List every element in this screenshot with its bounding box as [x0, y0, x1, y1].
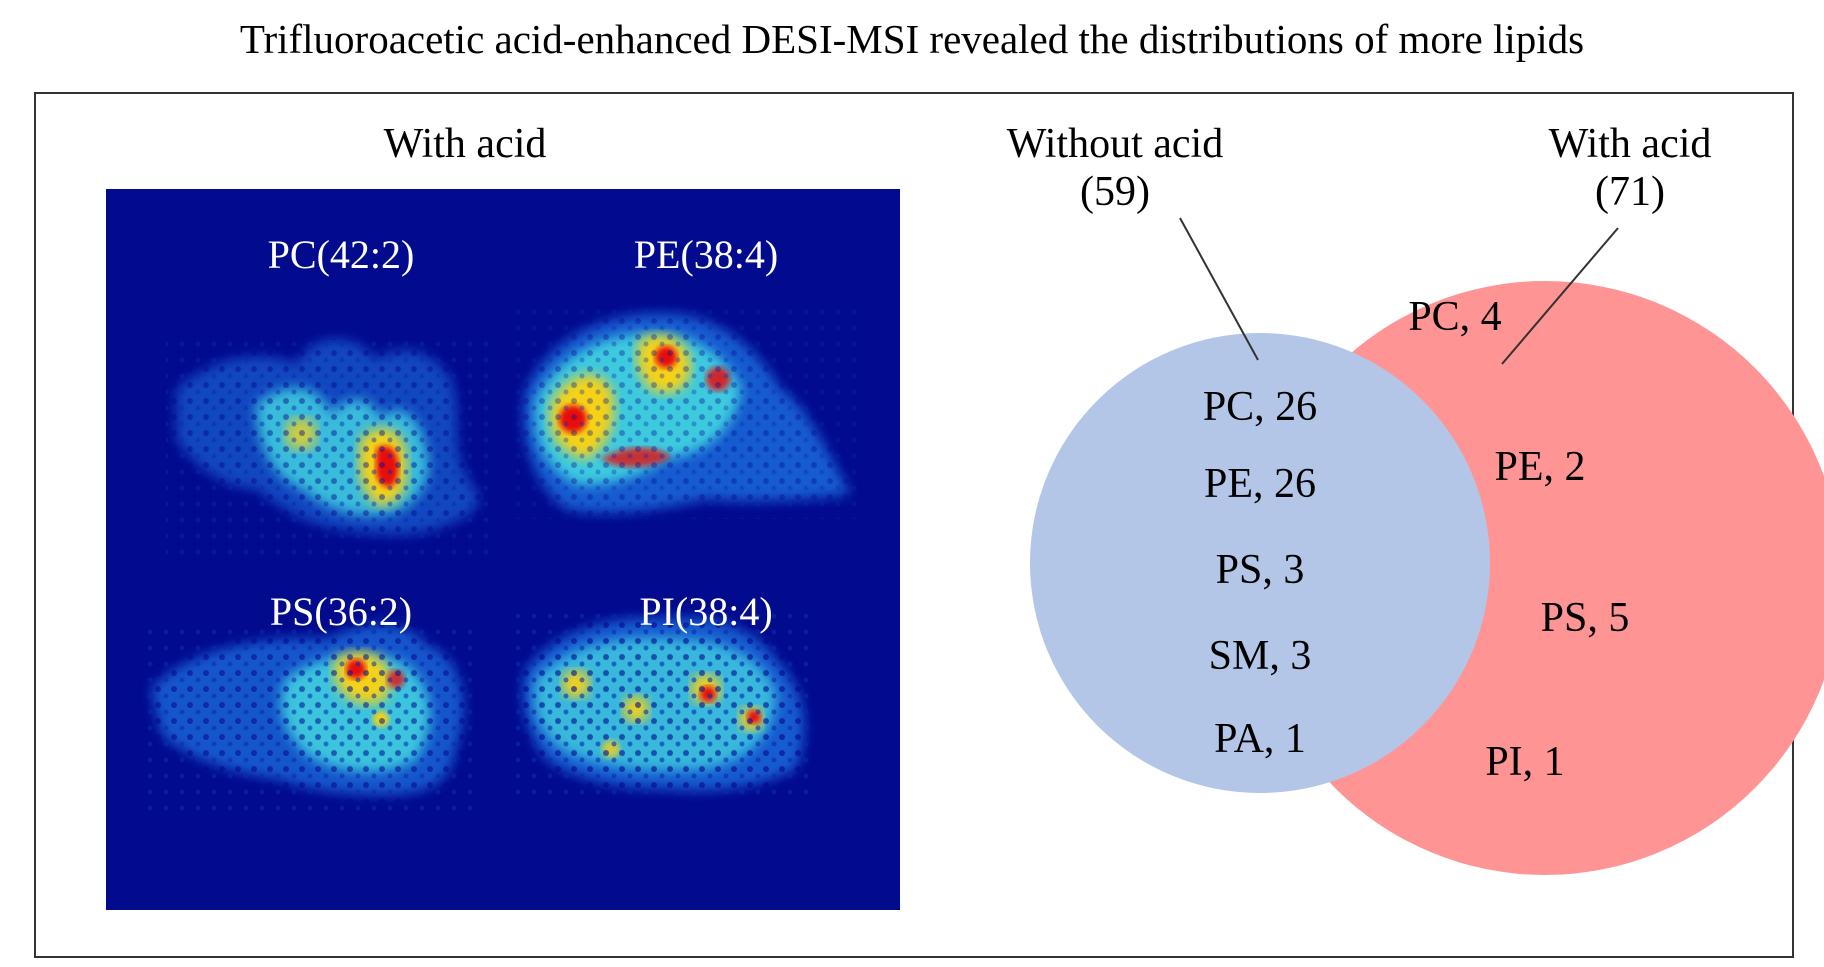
venn-without-item: PA, 1 [1214, 716, 1306, 762]
msi-image-panel: PC(42:2) PE(38:4) PS(36:2) PI(38:4) [106, 189, 900, 910]
figure-title: Trifluoroacetic acid-enhanced DESI-MSI r… [239, 16, 1585, 62]
venn-with-item: PI, 1 [1485, 739, 1565, 785]
venn-with-item: PE, 2 [1494, 444, 1586, 490]
heatmap-ps-36-2 [146, 619, 476, 819]
heatmap-pi-38-4 [516, 614, 816, 799]
venn-without-item: PC, 26 [1202, 384, 1318, 430]
without-acid-count: (59) [1080, 169, 1150, 215]
venn-without-item: SM, 3 [1208, 633, 1312, 679]
with-acid-label: With acid [1548, 121, 1712, 167]
tile-label-pi: PI(38:4) [639, 589, 773, 634]
without-acid-label: Without acid [1006, 121, 1224, 167]
tile-label-pe: PE(38:4) [633, 232, 779, 277]
venn-without-item: PE, 26 [1203, 461, 1316, 507]
venn-with-item: PC, 4 [1408, 294, 1502, 340]
msi-heatmaps [146, 299, 856, 819]
heatmap-pc-42-2 [166, 339, 496, 559]
tile-label-ps: PS(36:2) [269, 589, 413, 634]
tile-label-pc: PC(42:2) [267, 232, 415, 277]
heatmap-pe-38-4 [516, 299, 856, 519]
left-panel-label: With acid [383, 121, 547, 167]
venn-with-item: PS, 5 [1540, 595, 1630, 641]
with-acid-count: (71) [1595, 169, 1665, 215]
venn-without-item: PS, 3 [1215, 547, 1305, 593]
